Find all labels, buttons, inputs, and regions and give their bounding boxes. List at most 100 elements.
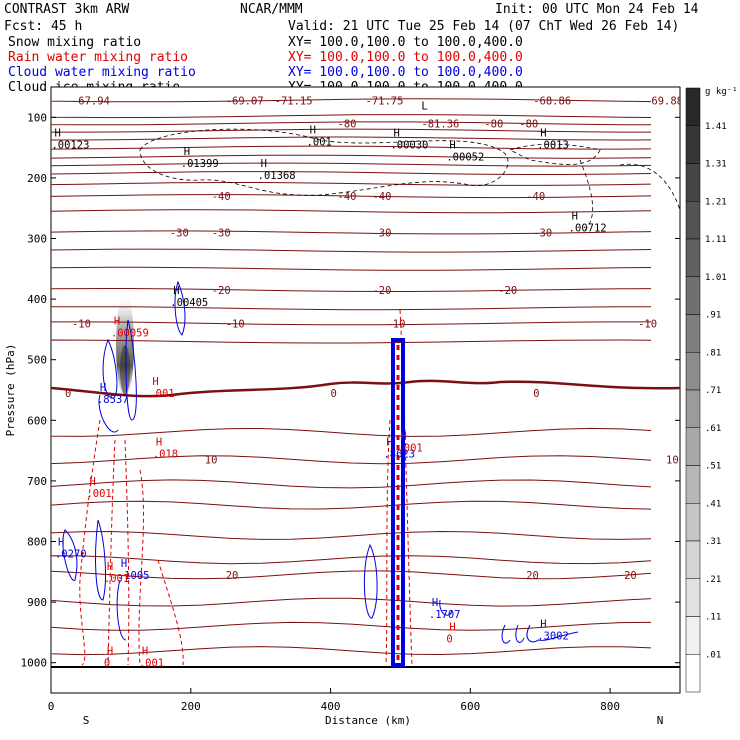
colorbar-label: .61 bbox=[705, 424, 721, 434]
temperature-contour-line bbox=[51, 230, 652, 235]
temperature-label: -30 bbox=[212, 227, 231, 239]
cloud-ice-contour-1 bbox=[139, 128, 509, 196]
temperature-contour-line bbox=[51, 266, 652, 271]
colorbar-label: .91 bbox=[705, 311, 721, 321]
colorbar-swatch bbox=[685, 427, 701, 466]
extremum-symbol: H bbox=[173, 285, 179, 297]
extremum-symbol: H bbox=[107, 561, 113, 573]
temperature-contour-line bbox=[51, 248, 652, 253]
extremum-symbol: H bbox=[310, 125, 316, 137]
extremum-symbol: H bbox=[540, 618, 546, 630]
colorbar-unit: g kg⁻¹ bbox=[705, 87, 738, 97]
temperature-label: -68.86 bbox=[533, 95, 571, 107]
temperature-contour-line bbox=[51, 530, 652, 540]
snow-core-shading bbox=[120, 345, 130, 395]
extremum-value: .8623 bbox=[383, 449, 415, 461]
extremum-value: .0270 bbox=[55, 549, 87, 561]
extremum-value: .001 bbox=[149, 388, 174, 400]
legend-cloud-xy: XY= 100.0,100.0 to 100.0,400.0 bbox=[288, 65, 523, 80]
extremum-symbol: H bbox=[449, 140, 455, 152]
colorbar-swatch bbox=[685, 654, 701, 693]
colorbar-label: .71 bbox=[705, 386, 721, 396]
temperature-contour-line bbox=[51, 427, 652, 437]
colorbar-label: 1.01 bbox=[705, 273, 727, 283]
extremum-symbol: H bbox=[432, 597, 438, 609]
extremum-value: .3002 bbox=[537, 630, 569, 642]
extremum-symbol: H bbox=[386, 437, 392, 449]
temperature-label: -20 bbox=[498, 285, 517, 297]
colorbar-swatch bbox=[685, 352, 701, 391]
extremum-symbol: L bbox=[421, 100, 427, 112]
extremum-value: .01399 bbox=[181, 158, 219, 170]
extremum-symbol: H bbox=[114, 315, 120, 327]
extremum-value: 0 bbox=[104, 658, 110, 670]
freezing-level-contour bbox=[51, 379, 680, 398]
temperature-contour-line bbox=[51, 555, 652, 565]
x-tick-label: 400 bbox=[321, 700, 341, 713]
colorbar-swatch bbox=[685, 616, 701, 655]
x-tick-label: 800 bbox=[600, 700, 620, 713]
colorbar-swatch bbox=[685, 163, 701, 202]
temperature-label: -10 bbox=[386, 318, 405, 330]
temperature-contour-line bbox=[51, 479, 652, 489]
temperature-label: -20 bbox=[212, 285, 231, 297]
temperature-label: -30 bbox=[533, 227, 552, 239]
extremum-value: .1707 bbox=[429, 609, 461, 621]
temperature-contour-line bbox=[51, 171, 652, 175]
temperature-contour-line bbox=[51, 128, 651, 133]
extremum-symbol: H bbox=[184, 146, 190, 158]
y-tick-label: 900 bbox=[27, 596, 47, 609]
temperature-label: -40 bbox=[372, 191, 391, 203]
temperature-label: -69.07 bbox=[226, 95, 264, 107]
extremum-value: .001 bbox=[139, 658, 164, 670]
x-end-left: S bbox=[83, 714, 90, 727]
cloud-ice-contour-3 bbox=[579, 159, 680, 231]
colorbar-label: .51 bbox=[705, 462, 721, 472]
valid-time: Valid: 21 UTC Tue 25 Feb 14 (07 ChT Wed … bbox=[288, 19, 679, 34]
temperature-label: -40 bbox=[212, 191, 231, 203]
extremum-symbol: H bbox=[54, 128, 60, 140]
extremum-value: .1005 bbox=[118, 570, 150, 582]
cloud-water-contours bbox=[62, 280, 579, 644]
colorbar-swatch bbox=[685, 314, 701, 353]
rain-water-contours bbox=[79, 309, 413, 666]
extremum-value: .00030 bbox=[390, 140, 428, 152]
temperature-label: -67.94 bbox=[72, 95, 110, 107]
temperature-label: 0 bbox=[65, 388, 71, 400]
temperature-contour-line bbox=[51, 287, 652, 292]
colorbar-label: .11 bbox=[705, 613, 721, 623]
y-tick-label: 500 bbox=[27, 354, 47, 367]
temperature-label: -80 bbox=[519, 118, 538, 130]
y-tick-label: 600 bbox=[27, 414, 47, 427]
temperature-label: -20 bbox=[372, 285, 391, 297]
temperature-label: -40 bbox=[338, 191, 357, 203]
temperature-contour-line bbox=[51, 209, 652, 214]
extremum-value: .01368 bbox=[258, 170, 296, 182]
temperature-label: -40 bbox=[526, 191, 545, 203]
x-tick-label: 0 bbox=[48, 700, 55, 713]
center-title: NCAR/MMM bbox=[240, 2, 303, 17]
temperature-contour-line bbox=[51, 646, 652, 656]
extremum-symbol: H bbox=[100, 382, 106, 394]
temperature-contour-line bbox=[51, 121, 652, 126]
temperature-label: -80 bbox=[338, 118, 357, 130]
temperature-label: -10 bbox=[226, 318, 245, 330]
temperature-contour-line bbox=[51, 621, 652, 631]
temperature-label: -81.36 bbox=[421, 118, 459, 130]
extremum-symbol: H bbox=[152, 376, 158, 388]
temperature-label: 0 bbox=[533, 388, 539, 400]
legend-snow-xy: XY= 100.0,100.0 to 100.0,400.0 bbox=[288, 35, 523, 50]
x-axis-label: Distance (km) bbox=[325, 714, 411, 727]
colorbar-swatch bbox=[685, 540, 701, 579]
temperature-label: 20 bbox=[526, 570, 539, 582]
extremum-value: .00712 bbox=[569, 223, 607, 235]
y-tick-label: 300 bbox=[27, 233, 47, 246]
colorbar-swatch bbox=[685, 87, 701, 126]
x-end-right: N bbox=[657, 714, 664, 727]
temperature-contour-line bbox=[51, 114, 652, 119]
colorbar-swatch bbox=[685, 465, 701, 504]
temperature-contour-line bbox=[51, 321, 651, 326]
temperature-label: 0 bbox=[331, 388, 337, 400]
colorbar-swatch bbox=[685, 125, 701, 164]
extremum-value: .8537 bbox=[97, 394, 129, 406]
